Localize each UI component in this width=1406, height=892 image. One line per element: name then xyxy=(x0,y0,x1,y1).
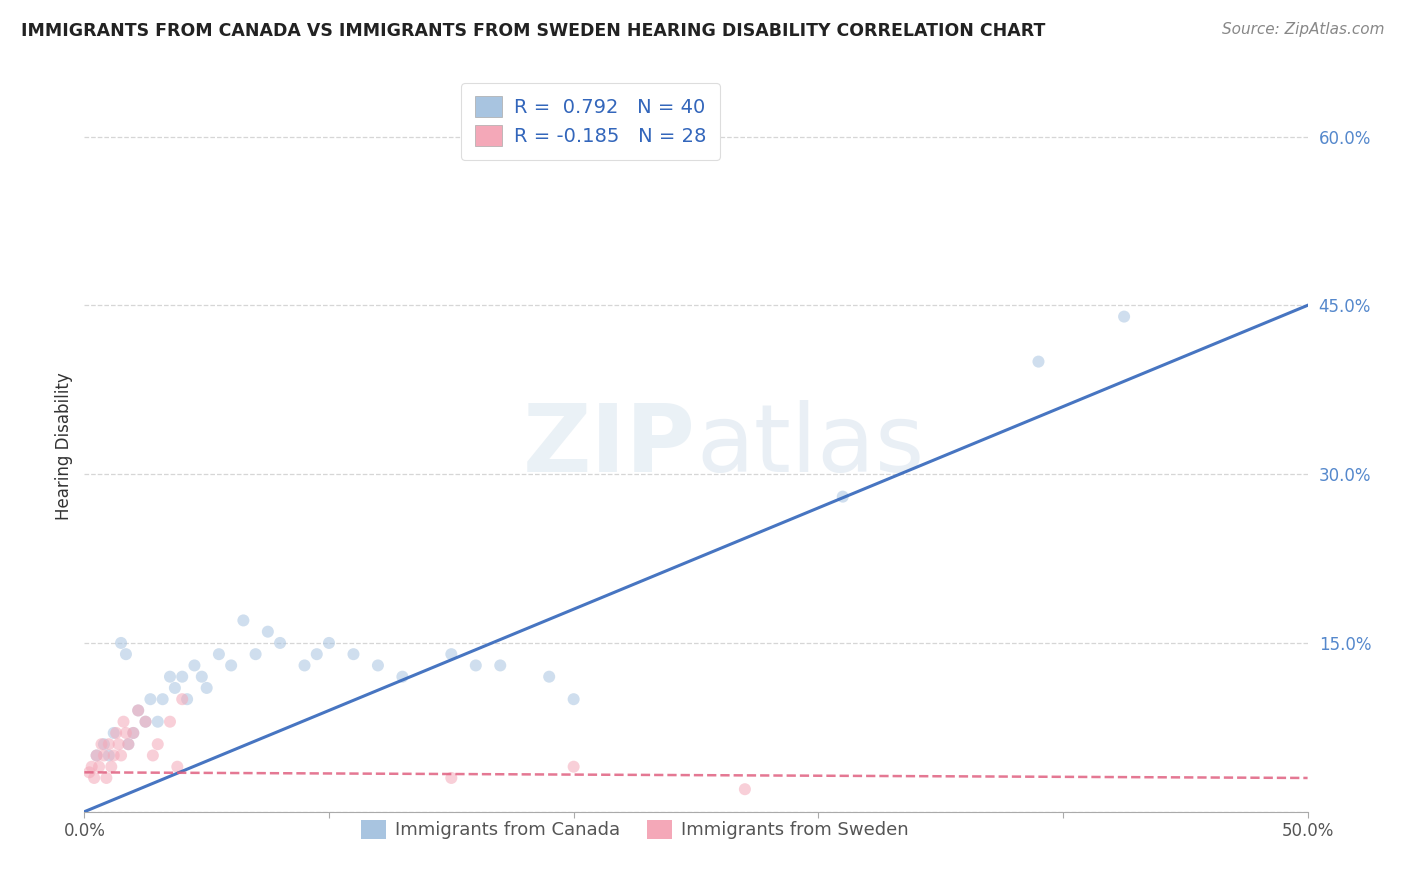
Point xyxy=(1114,310,1136,324)
Point xyxy=(105,726,128,740)
Point xyxy=(159,670,181,684)
Point xyxy=(77,765,100,780)
Point xyxy=(191,670,214,684)
Point xyxy=(97,737,120,751)
Point xyxy=(195,681,218,695)
Point xyxy=(93,737,115,751)
Point xyxy=(135,714,157,729)
Point xyxy=(440,647,463,661)
Point xyxy=(135,714,157,729)
Point xyxy=(122,726,145,740)
Point xyxy=(112,714,135,729)
Point xyxy=(734,782,756,797)
Text: Source: ZipAtlas.com: Source: ZipAtlas.com xyxy=(1222,22,1385,37)
Point xyxy=(122,726,145,740)
Point xyxy=(831,490,853,504)
Point xyxy=(110,636,132,650)
Point xyxy=(146,737,169,751)
Point xyxy=(117,737,139,751)
Point xyxy=(172,692,194,706)
Point xyxy=(93,748,115,763)
Point xyxy=(96,771,118,785)
Text: atlas: atlas xyxy=(696,400,924,492)
Point xyxy=(176,692,198,706)
Text: IMMIGRANTS FROM CANADA VS IMMIGRANTS FROM SWEDEN HEARING DISABILITY CORRELATION : IMMIGRANTS FROM CANADA VS IMMIGRANTS FRO… xyxy=(21,22,1046,40)
Point xyxy=(172,670,194,684)
Point xyxy=(367,658,389,673)
Point xyxy=(232,614,254,628)
Point xyxy=(115,647,138,661)
Point xyxy=(464,658,486,673)
Text: ZIP: ZIP xyxy=(523,400,696,492)
Point xyxy=(183,658,205,673)
Point xyxy=(90,737,112,751)
Point xyxy=(257,624,280,639)
Legend: Immigrants from Canada, Immigrants from Sweden: Immigrants from Canada, Immigrants from … xyxy=(353,813,917,847)
Point xyxy=(97,748,120,763)
Point xyxy=(208,647,231,661)
Y-axis label: Hearing Disability: Hearing Disability xyxy=(55,372,73,520)
Point xyxy=(318,636,340,650)
Point xyxy=(163,681,186,695)
Point xyxy=(80,760,103,774)
Point xyxy=(1028,354,1050,368)
Point xyxy=(127,703,149,717)
Point xyxy=(219,658,242,673)
Point xyxy=(245,647,267,661)
Point xyxy=(115,726,138,740)
Point xyxy=(100,760,122,774)
Point xyxy=(86,748,108,763)
Point xyxy=(440,771,463,785)
Point xyxy=(294,658,316,673)
Point xyxy=(103,748,125,763)
Point xyxy=(391,670,413,684)
Point xyxy=(142,748,165,763)
Point xyxy=(87,760,110,774)
Point xyxy=(269,636,291,650)
Point xyxy=(83,771,105,785)
Point xyxy=(538,670,561,684)
Point xyxy=(166,760,188,774)
Point xyxy=(103,726,125,740)
Point xyxy=(342,647,364,661)
Point xyxy=(117,737,139,751)
Point xyxy=(110,748,132,763)
Point xyxy=(489,658,512,673)
Point xyxy=(159,714,181,729)
Point xyxy=(127,703,149,717)
Point xyxy=(562,692,585,706)
Point xyxy=(305,647,328,661)
Point xyxy=(139,692,162,706)
Point xyxy=(562,760,585,774)
Point xyxy=(107,737,129,751)
Point xyxy=(152,692,174,706)
Point xyxy=(146,714,169,729)
Point xyxy=(86,748,108,763)
